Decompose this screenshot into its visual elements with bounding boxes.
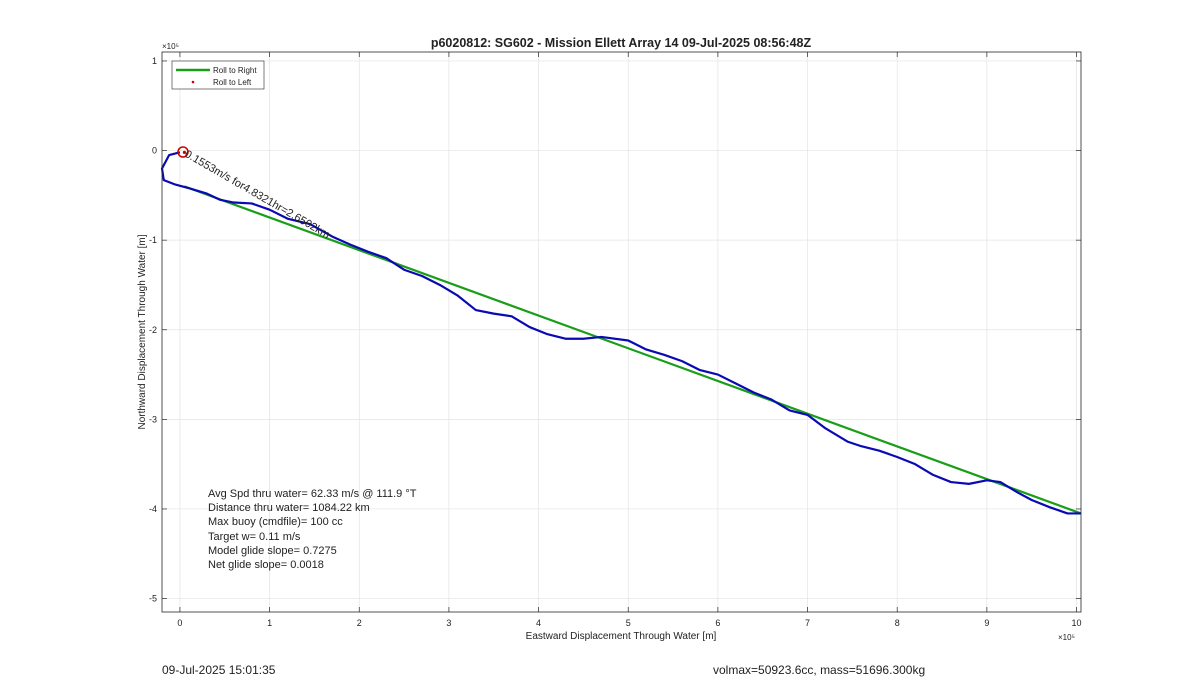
grid <box>162 52 1081 612</box>
x-axis-exponent: ×10⁵ <box>1058 633 1075 642</box>
y-tick-label: -5 <box>149 594 157 604</box>
stat-target-w: Target w= 0.11 m/s <box>208 531 301 543</box>
legend-box <box>171 60 265 90</box>
stats-annotations: Avg Spd thru water= 62.33 m/s @ 111.9 °T… <box>208 488 417 571</box>
start-marker <box>177 146 189 158</box>
x-tick-label: 10 <box>1072 618 1082 628</box>
x-tick-label: 0 <box>177 618 182 628</box>
series-layer <box>160 150 1082 515</box>
x-tick-label: 1 <box>267 618 272 628</box>
legend-dot-roll-left <box>191 80 195 84</box>
plot-frame <box>161 51 1082 613</box>
x-tick-label: 2 <box>357 618 362 628</box>
stat-avg-speed: Avg Spd thru water= 62.33 m/s @ 111.9 °T <box>208 488 417 500</box>
y-tick-label: -3 <box>149 414 157 424</box>
footer-timestamp: 09-Jul-2025 15:01:35 <box>162 663 276 677</box>
stat-distance: Distance thru water= 1084.22 km <box>208 502 370 514</box>
x-axis-label: Eastward Displacement Through Water [m] <box>526 631 717 642</box>
footer-mass-info: volmax=50923.6cc, mass=51696.300kg <box>713 663 926 677</box>
chart-title: p6020812: SG602 - Mission Ellett Array 1… <box>431 36 812 50</box>
legend-label-roll-right: Roll to Right <box>213 66 257 75</box>
x-tick-label: 7 <box>805 618 810 628</box>
legend-label-roll-left: Roll to Left <box>213 78 252 87</box>
series-track-line <box>160 151 1081 515</box>
y-axis-exponent: ×10⁵ <box>162 42 179 51</box>
series-roll-right-line <box>184 185 1082 515</box>
x-tick-label: 3 <box>446 618 451 628</box>
stat-max-buoy: Max buoy (cmdfile)= 100 cc <box>208 516 343 528</box>
x-tick-label: 4 <box>536 618 541 628</box>
x-tick-label: 9 <box>984 618 989 628</box>
stat-model-glide: Model glide slope= 0.7275 <box>208 545 337 557</box>
legend: Roll to Right Roll to Left <box>171 60 265 90</box>
series-roll-left-point <box>182 150 187 154</box>
stat-net-glide: Net glide slope= 0.0018 <box>208 559 324 571</box>
x-tick-label: 6 <box>715 618 720 628</box>
x-tick-label: 5 <box>626 618 631 628</box>
plot-area <box>162 52 1081 612</box>
x-tick-label: 8 <box>895 618 900 628</box>
y-tick-label: -4 <box>149 504 157 514</box>
y-tick-label: -1 <box>149 235 157 245</box>
y-tick-label: 1 <box>152 56 157 66</box>
y-tick-label: -2 <box>149 325 157 335</box>
y-tick-label: 0 <box>152 146 157 156</box>
y-axis-label: Northward Displacement Through Water [m] <box>137 234 148 429</box>
